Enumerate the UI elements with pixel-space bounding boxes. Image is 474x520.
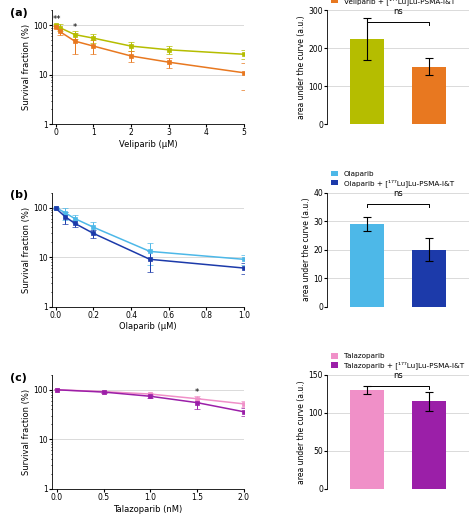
Y-axis label: Survival fraction (%): Survival fraction (%) [22,389,31,475]
Text: ns: ns [393,371,403,380]
Bar [350,39,384,124]
X-axis label: Veliparib (μM): Veliparib (μM) [118,140,177,149]
X-axis label: Talazoparib (nM): Talazoparib (nM) [113,505,182,514]
Text: ns: ns [393,7,403,16]
Bar [350,390,384,489]
Y-axis label: Survival fraction (%): Survival fraction (%) [22,206,31,293]
Y-axis label: Survival fraction (%): Survival fraction (%) [22,24,31,110]
Bar [412,67,446,124]
Text: ns: ns [393,189,403,198]
Bar [412,250,446,307]
Text: (b): (b) [10,190,28,200]
Text: (a): (a) [10,8,27,18]
Y-axis label: area under the curve (a.u.): area under the curve (a.u.) [297,380,306,484]
Legend: Veliparib, Veliparib + [¹⁷⁷Lu]Lu-PSMA-I&T: Veliparib, Veliparib + [¹⁷⁷Lu]Lu-PSMA-I&… [331,0,455,5]
Bar [412,401,446,489]
Legend: Talazoparib, Talazoparib + [¹⁷⁷Lu]Lu-PSMA-I&T: Talazoparib, Talazoparib + [¹⁷⁷Lu]Lu-PSM… [331,353,464,369]
Y-axis label: area under the curve (a.u.): area under the curve (a.u.) [301,198,310,302]
Text: (c): (c) [10,373,27,383]
Text: *: * [195,388,199,397]
X-axis label: Olaparib (μM): Olaparib (μM) [119,322,177,331]
Y-axis label: area under the curve (a.u.): area under the curve (a.u.) [297,16,306,119]
Bar [350,224,384,307]
Legend: Olaparib, Olaparib + [¹⁷⁷Lu]Lu-PSMA-I&T: Olaparib, Olaparib + [¹⁷⁷Lu]Lu-PSMA-I&T [331,171,454,187]
Text: *: * [73,23,77,32]
Text: **: ** [53,15,61,24]
